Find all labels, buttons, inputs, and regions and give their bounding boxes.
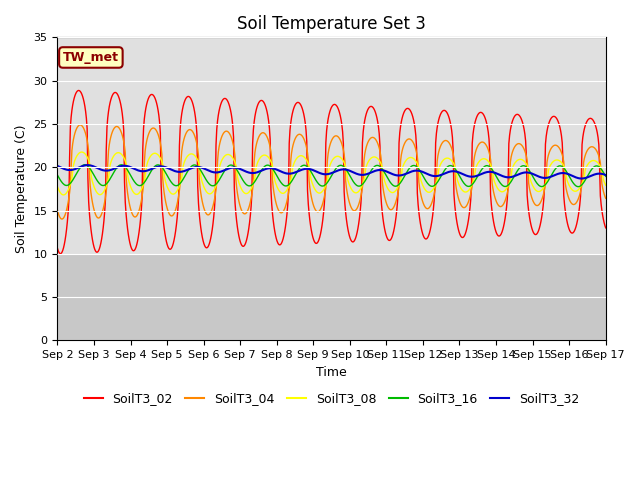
SoilT3_16 (399, 176, 406, 182)
SoilT3_08 (177, 178, 185, 184)
SoilT3_04 (416, 185, 424, 191)
SoilT3_32 (415, 168, 422, 174)
SoilT3_02 (54, 245, 61, 251)
SoilT3_16 (574, 184, 582, 190)
SoilT3_16 (54, 172, 61, 178)
SoilT3_16 (602, 173, 609, 179)
SoilT3_02 (122, 200, 129, 205)
Line: SoilT3_08: SoilT3_08 (58, 152, 605, 195)
SoilT3_32 (54, 163, 61, 169)
Text: TW_met: TW_met (63, 51, 119, 64)
SoilT3_32 (205, 168, 213, 174)
SoilT3_32 (121, 163, 129, 168)
Y-axis label: Soil Temperature (C): Soil Temperature (C) (15, 125, 28, 253)
SoilT3_32 (177, 169, 184, 175)
SoilT3_02 (75, 87, 83, 93)
SoilT3_02 (400, 110, 408, 116)
SoilT3_08 (400, 162, 408, 168)
SoilT3_04 (602, 195, 609, 201)
SoilT3_32 (63, 167, 71, 173)
SoilT3_08 (54, 184, 61, 190)
SoilT3_16 (205, 181, 213, 187)
Title: Soil Temperature Set 3: Soil Temperature Set 3 (237, 15, 426, 33)
SoilT3_04 (64, 200, 72, 205)
SoilT3_04 (58, 216, 66, 222)
SoilT3_16 (177, 180, 184, 186)
SoilT3_32 (602, 172, 609, 178)
SoilT3_04 (177, 159, 185, 165)
SoilT3_02 (206, 239, 214, 245)
Line: SoilT3_16: SoilT3_16 (58, 165, 605, 187)
SoilT3_04 (206, 211, 214, 216)
SoilT3_04 (400, 143, 408, 149)
SoilT3_08 (416, 168, 424, 174)
SoilT3_16 (415, 167, 422, 172)
SoilT3_08 (60, 192, 67, 198)
SoilT3_08 (64, 187, 72, 193)
SoilT3_08 (206, 191, 214, 197)
SoilT3_08 (122, 158, 129, 164)
SoilT3_04 (122, 150, 129, 156)
Line: SoilT3_04: SoilT3_04 (58, 125, 605, 219)
Legend: SoilT3_02, SoilT3_04, SoilT3_08, SoilT3_16, SoilT3_32: SoilT3_02, SoilT3_04, SoilT3_08, SoilT3_… (79, 387, 584, 410)
SoilT3_16 (121, 163, 129, 169)
SoilT3_02 (56, 251, 64, 257)
SoilT3_16 (63, 182, 71, 188)
SoilT3_32 (399, 172, 406, 178)
SoilT3_04 (54, 207, 61, 213)
SoilT3_04 (76, 122, 84, 128)
Bar (58, 254, 605, 340)
SoilT3_08 (78, 149, 86, 155)
Line: SoilT3_32: SoilT3_32 (58, 165, 605, 179)
SoilT3_02 (64, 210, 72, 216)
SoilT3_32 (84, 162, 92, 168)
SoilT3_02 (416, 216, 424, 221)
SoilT3_16 (81, 162, 89, 168)
SoilT3_08 (602, 182, 609, 188)
SoilT3_02 (177, 117, 185, 123)
Line: SoilT3_02: SoilT3_02 (58, 90, 605, 254)
SoilT3_32 (577, 176, 585, 181)
SoilT3_02 (602, 225, 609, 231)
X-axis label: Time: Time (316, 366, 347, 379)
